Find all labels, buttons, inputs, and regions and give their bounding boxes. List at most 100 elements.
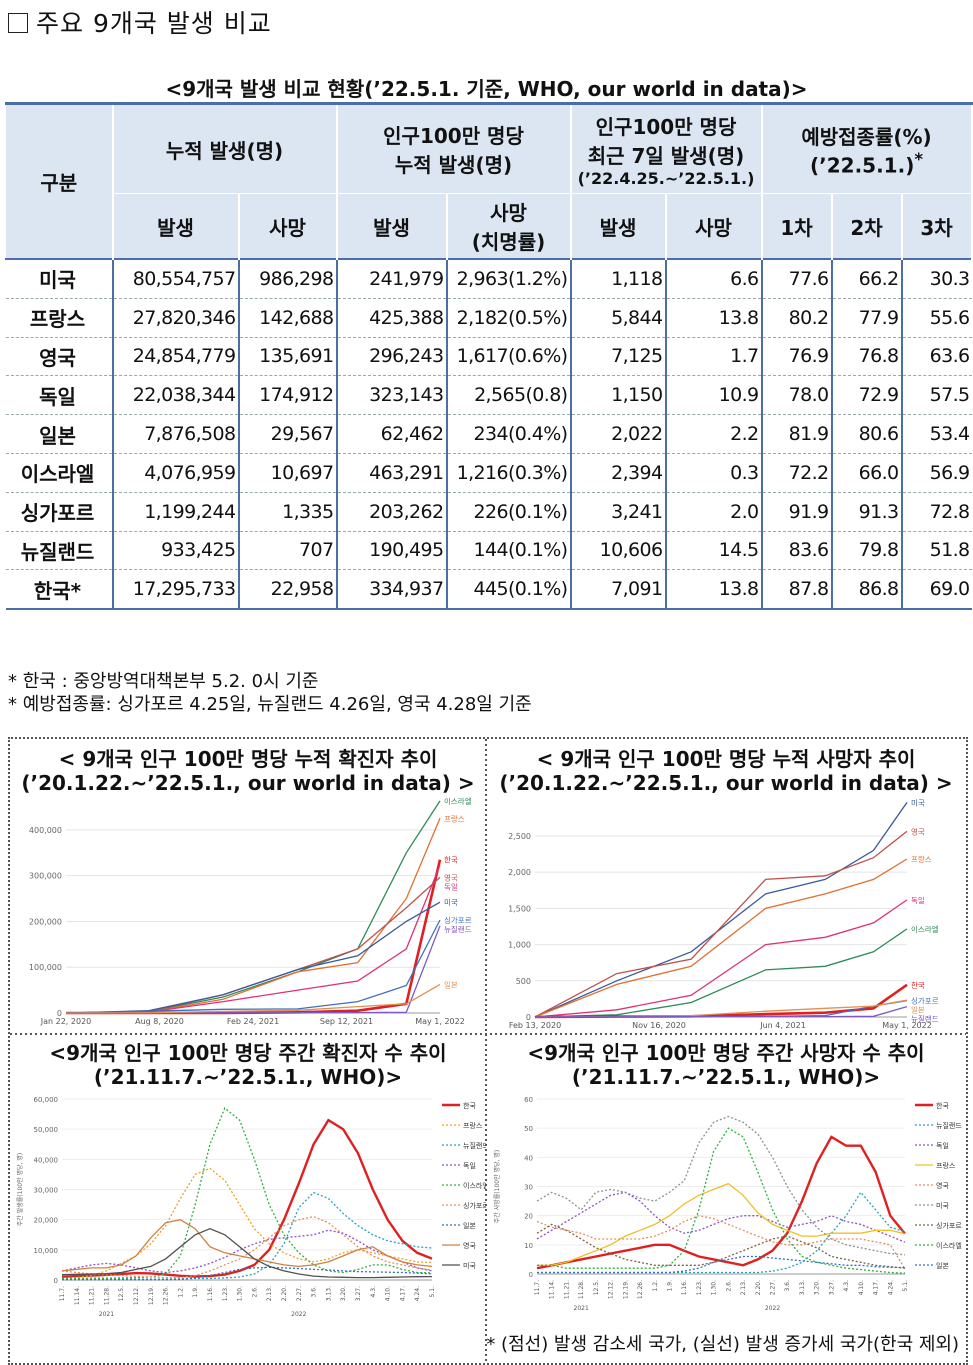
country-name: 독일: [5, 375, 114, 416]
series-line-프랑스: [61, 1167, 433, 1280]
cell-cases: 80,554,757: [112, 259, 240, 299]
header-per-million: 인구100만 명당 누적 발생(명): [336, 103, 572, 194]
series-end-label: 프랑스: [911, 855, 932, 864]
cell-deaths: 707: [238, 531, 338, 571]
cell-d3: 56.9: [901, 453, 972, 493]
cell-w-cases: 2,394: [570, 453, 667, 493]
x-tick-label: 2.27.: [296, 1286, 303, 1301]
cell-pm-cases: 296,243: [336, 337, 448, 377]
cell-d1: 83.6: [761, 531, 833, 571]
x-tick-label: 12.26.: [163, 1286, 170, 1305]
x-tick-label: Jun 4, 2021: [759, 1021, 806, 1030]
legend-label: 프랑스: [463, 1122, 483, 1130]
x-tick-label: 1.16.: [207, 1286, 214, 1301]
series-line-싱가포르: [61, 1216, 433, 1279]
year-label: 2022: [291, 1311, 306, 1318]
chart-weekly-cases: <9개국 인구 100만 명당 주간 확진자 수 추이 (’21.11.7.~’…: [10, 1035, 486, 1363]
chart3-subtitle: (’21.11.7.~’22.5.1., WHO)>: [93, 1065, 403, 1089]
header-vaccination: 예방접종률(%) (’22.5.1.)*: [761, 103, 973, 194]
cell-d3: 30.3: [901, 259, 972, 299]
cell-d1: 80.2: [761, 298, 833, 338]
series-line-독일: [65, 864, 441, 1014]
x-tick-label: 12.19.: [622, 1280, 629, 1299]
cell-w-deaths: 1.7: [665, 337, 763, 377]
chart4-subtitle: (’21.11.7.~’22.5.1., WHO)>: [571, 1065, 881, 1089]
cell-w-deaths: 0.3: [665, 453, 763, 493]
cell-pm-deaths: 234(0.4%): [446, 414, 572, 454]
series-end-label: 미국: [911, 798, 925, 807]
header-pm-deaths: 사망 (치명률): [446, 193, 572, 260]
chart2-svg: 0 500 1,000 1,500 2,000 2,500 Feb 13, 2020 Nov …: [508, 798, 939, 1030]
cell-w-cases: 7,091: [570, 569, 667, 611]
x-tick-label: 2.6.: [251, 1286, 258, 1298]
x-tick-label: 3.27.: [355, 1286, 362, 1301]
cell-deaths: 10,697: [238, 453, 338, 493]
x-tick-label: 2.20.: [755, 1280, 762, 1295]
header-vacc-line1: 예방접종률(%): [801, 124, 932, 149]
chart-cumulative-deaths: < 9개국 인구 100만 명당 누적 사망자 추이 (’20.1.22.~’2…: [487, 739, 965, 1034]
cell-cases: 933,425: [112, 531, 240, 571]
series-end-label: 일본: [444, 980, 458, 989]
x-tick-label: 11.28.: [578, 1280, 585, 1299]
x-tick-label: 3.13.: [799, 1280, 806, 1295]
country-name: 미국: [5, 259, 114, 299]
y-tick-label: 0: [57, 1009, 62, 1018]
series-line-싱가포르: [65, 919, 441, 1014]
legend-label: 이스라엘: [936, 1241, 962, 1250]
table-row: 한국* 17,295,733 22,958 334,937 445(0.1%) 7,091…: [5, 569, 972, 611]
cell-pm-deaths: 2,182(0.5%): [446, 298, 572, 338]
cell-deaths: 135,691: [238, 337, 338, 377]
x-tick-label: 2.13.: [740, 1280, 747, 1295]
series-line-이스라엘: [537, 1127, 906, 1274]
x-tick-label: 2.20.: [281, 1286, 288, 1301]
x-tick-label: 11.14.: [549, 1280, 556, 1299]
cell-d2: 66.2: [831, 259, 903, 299]
y-tick-label: 40: [524, 1154, 533, 1162]
series-end-label: 싱가포르: [444, 915, 472, 925]
y-tick-label: 50,000: [34, 1126, 59, 1134]
header-pm-deaths-line2: (치명률): [471, 230, 546, 254]
cell-pm-cases: 463,291: [336, 453, 448, 493]
chart2-title: < 9개국 인구 100만 명당 누적 사망자 추이: [536, 747, 916, 771]
series-line-뉴질랜드: [534, 1005, 908, 1018]
year-label: 2021: [574, 1305, 589, 1312]
x-tick-label: 11.7.: [534, 1280, 541, 1295]
x-tick-label: 5.1.: [902, 1280, 909, 1292]
x-tick-label: 1.23.: [696, 1280, 703, 1295]
header-recent-week: 인구100만 명당 최근 7일 발생(명) (’22.4.25.~’22.5.1…: [569, 103, 763, 194]
x-tick-label: Feb 13, 2020: [509, 1021, 561, 1030]
country-name: 한국*: [5, 569, 114, 611]
x-tick-label: 12.12.: [133, 1286, 140, 1305]
chart2-subtitle: (’20.1.22.~’22.5.1., our world in data) …: [499, 771, 953, 795]
cell-w-deaths: 2.0: [665, 492, 763, 532]
cell-d2: 86.8: [831, 569, 903, 611]
table-row: 이스라엘 4,076,959 10,697 463,291 1,216(0.3%) 2,3…: [5, 453, 972, 493]
cell-w-cases: 2,022: [570, 414, 667, 454]
chart1-subtitle: (’20.1.22.~’22.5.1., our world in data) …: [21, 771, 475, 795]
cell-d1: 87.8: [761, 569, 833, 611]
y-tick-label: 20,000: [34, 1217, 59, 1225]
cell-w-cases: 7,125: [570, 337, 667, 377]
series-end-label: 영국: [911, 826, 925, 836]
checkbox-square-icon: [8, 13, 28, 33]
x-tick-label: Feb 24, 2021: [227, 1017, 279, 1026]
header-per-million-line2: 누적 발생(명): [394, 153, 513, 177]
series-line-일본: [62, 1266, 433, 1281]
cell-d3: 53.4: [901, 414, 972, 454]
legend-label: 영국: [463, 1241, 476, 1250]
x-tick-label: 1.30.: [237, 1286, 244, 1301]
table-caption: <9개국 발생 비교 현황(’22.5.1. 기준, WHO, our worl…: [165, 77, 808, 101]
cell-pm-cases: 190,495: [336, 531, 448, 571]
y-tick-label: 2,500: [508, 832, 531, 841]
y-tick-label: 200,000: [29, 917, 62, 926]
legend-label: 싱가포르: [463, 1201, 486, 1210]
cell-d2: 72.9: [831, 375, 903, 416]
cell-deaths: 22,958: [238, 569, 338, 611]
series-line-한국: [66, 859, 442, 1015]
header-vacc-star: *: [914, 149, 924, 169]
x-tick-label: 12.12.: [608, 1280, 615, 1299]
y-tick-label: 0: [529, 1271, 533, 1279]
x-tick-label: 3.6.: [784, 1280, 791, 1292]
series-end-label: 일본: [911, 1006, 925, 1015]
section-title-text: 주요 9개국 발생 비교: [36, 9, 272, 38]
